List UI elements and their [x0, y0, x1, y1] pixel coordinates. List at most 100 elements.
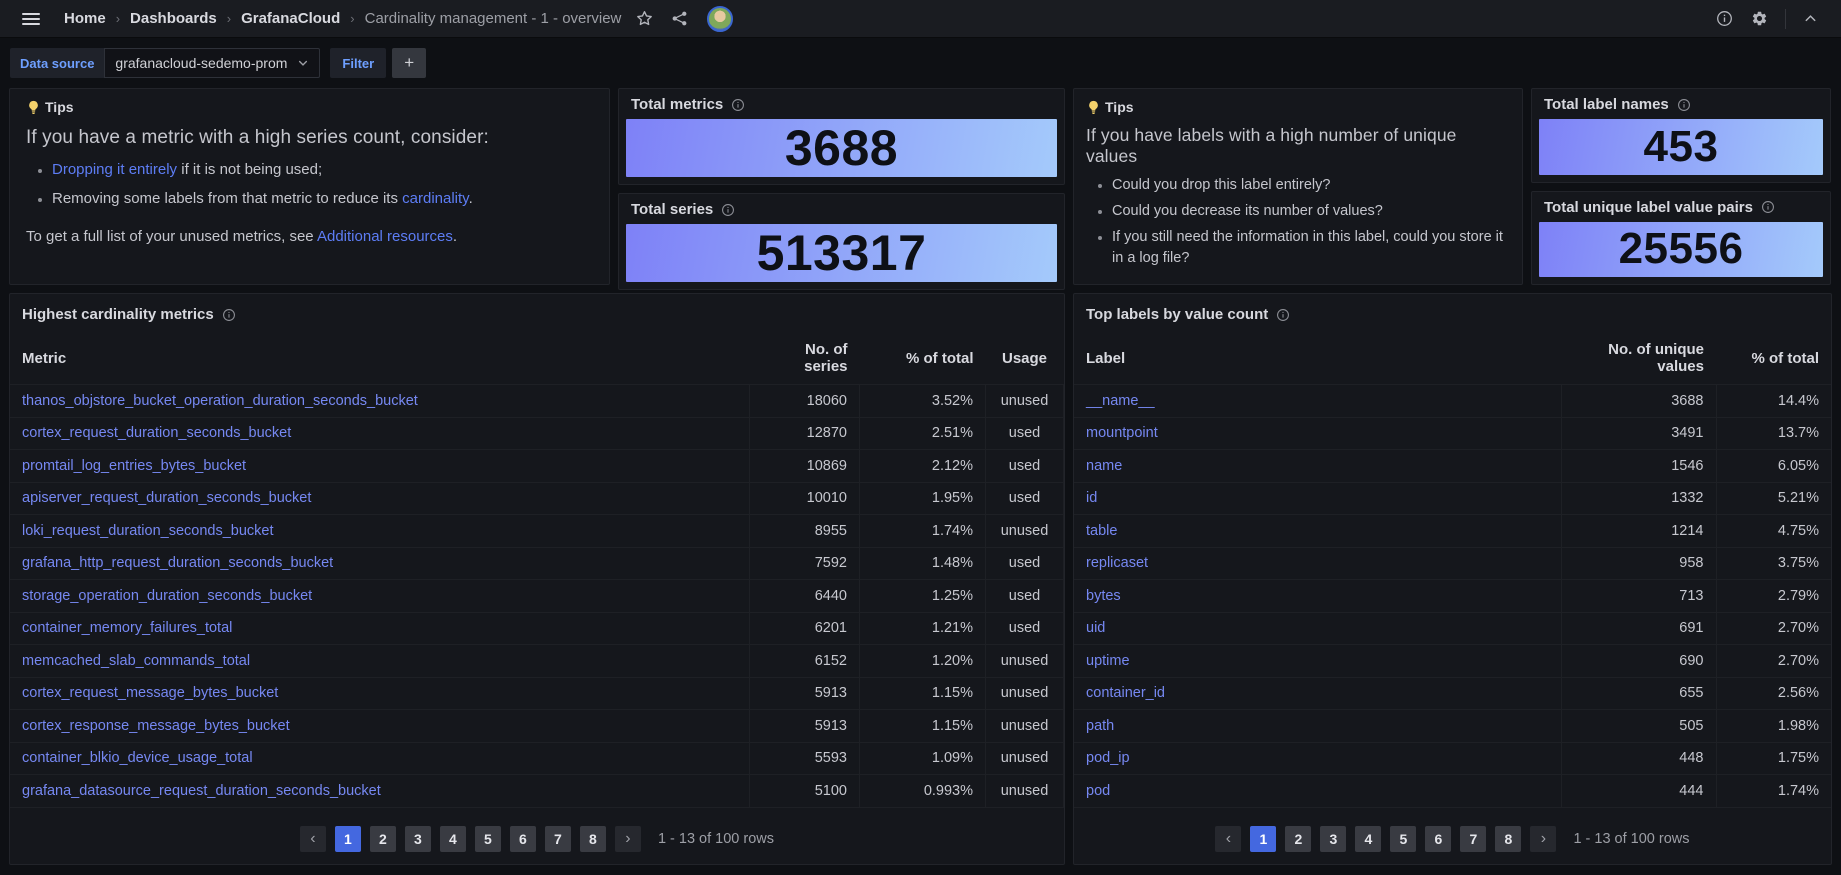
column-header-unique-values: No. of unique values [1608, 341, 1704, 375]
page-button[interactable]: 4 [1355, 826, 1382, 852]
gear-icon [1752, 11, 1767, 26]
page-button[interactable]: 7 [544, 826, 571, 852]
add-filter-button[interactable]: + [392, 48, 427, 78]
metrics-pagination: ‹ 1 2 3 4 5 6 7 8 › 1 - 13 of 100 rows [10, 808, 1064, 852]
divider [1785, 8, 1786, 29]
page-button[interactable]: 6 [1425, 826, 1452, 852]
lightbulb-icon [1089, 100, 1098, 114]
metric-link[interactable]: container_memory_failures_total [22, 620, 233, 637]
datasource-variable-label[interactable]: Data source [10, 48, 105, 78]
metric-link[interactable]: memcached_slab_commands_total [22, 652, 251, 669]
metric-link[interactable]: promtail_log_entries_bytes_bucket [22, 457, 247, 474]
label-link[interactable]: table [1086, 522, 1118, 539]
breadcrumb: Home › Dashboards › GrafanaCloud › Cardi… [60, 8, 625, 29]
page-button[interactable]: 4 [439, 826, 466, 852]
page-button[interactable]: 3 [1320, 826, 1347, 852]
settings-button[interactable] [1744, 5, 1775, 32]
tips-metrics-footer: To get a full list of your unused metric… [26, 227, 458, 245]
label-link[interactable]: uptime [1086, 652, 1130, 669]
metrics-table: Metric No. of series % of total Usage th… [10, 333, 1064, 808]
label-link[interactable]: uid [1086, 620, 1106, 637]
label-link[interactable]: name [1086, 457, 1123, 474]
metric-link[interactable]: cortex_request_message_bytes_bucket [22, 685, 279, 702]
help-button[interactable] [1709, 5, 1740, 32]
tips-metrics-list: Dropping it entirely if it is not being … [26, 159, 593, 210]
metric-link[interactable]: loki_request_duration_seconds_bucket [22, 522, 274, 539]
cardinality-link[interactable]: cardinality [402, 189, 469, 207]
datasource-select[interactable]: grafanacloud-sedemo-prom [104, 48, 321, 78]
page-button[interactable]: 8 [579, 826, 606, 852]
label-link[interactable]: pod_ip [1086, 750, 1130, 767]
page-button[interactable]: 1 [334, 826, 361, 852]
metric-link[interactable]: cortex_request_duration_seconds_bucket [22, 425, 292, 442]
avatar[interactable] [707, 5, 734, 32]
total-metrics-panel: Total metrics 3688 [618, 88, 1065, 185]
panel-info-icon[interactable] [222, 308, 236, 322]
metric-link[interactable]: thanos_objstore_bucket_operation_duratio… [22, 392, 418, 409]
tips-labels-list: Could you drop this label entirely? Coul… [1086, 175, 1510, 269]
tips-labels-panel: Tips If you have labels with a high numb… [1073, 88, 1523, 285]
tips-panel-header: Tips [1086, 99, 1510, 115]
page-button[interactable]: 1 [1250, 826, 1277, 852]
page-next-button[interactable]: › [1530, 826, 1557, 852]
metric-link[interactable]: cortex_response_message_bytes_bucket [22, 717, 290, 734]
panel-info-icon[interactable] [721, 203, 735, 217]
table-row: bytes 713 2.79% [1074, 579, 1831, 613]
label-link[interactable]: path [1086, 717, 1115, 734]
filter-button[interactable]: Filter [330, 48, 387, 78]
label-link[interactable]: pod [1086, 782, 1111, 799]
page-prev-button[interactable]: ‹ [1215, 826, 1242, 852]
column-header-series: No. of series [804, 341, 848, 375]
star-dashboard-button[interactable] [629, 5, 660, 32]
page-button[interactable]: 2 [369, 826, 396, 852]
menu-toggle-button[interactable] [16, 4, 46, 34]
page-button[interactable]: 2 [1285, 826, 1312, 852]
labels-table: Label No. of unique values % of total __… [1074, 333, 1831, 808]
panel-info-icon[interactable] [1677, 98, 1691, 112]
table-row: grafana_datasource_request_duration_seco… [10, 774, 1064, 808]
breadcrumb-home[interactable]: Home [60, 8, 110, 29]
highest-cardinality-metrics-panel: Highest cardinality metrics Metric No. o… [9, 293, 1065, 865]
table-row: promtail_log_entries_bytes_bucket 10869 2.… [10, 449, 1064, 483]
page-button[interactable]: 8 [1495, 826, 1522, 852]
page-button[interactable]: 5 [474, 826, 501, 852]
breadcrumb-dashboards[interactable]: Dashboards [126, 8, 221, 29]
table-row: uptime 690 2.70% [1074, 644, 1831, 678]
column-header-pct: % of total [1751, 349, 1820, 367]
info-icon [1717, 11, 1732, 26]
collapse-topbar-button[interactable] [1796, 6, 1825, 31]
table-row: uid 691 2.70% [1074, 612, 1831, 645]
metric-link[interactable]: grafana_http_request_duration_seconds_bu… [22, 555, 334, 572]
dashboard-controls: Data source grafanacloud-sedemo-prom Fil… [0, 38, 1841, 88]
page-next-button[interactable]: › [614, 826, 641, 852]
panel-info-icon[interactable] [1276, 308, 1290, 322]
label-link[interactable]: container_id [1086, 685, 1165, 702]
metric-link[interactable]: storage_operation_duration_seconds_bucke… [22, 587, 313, 604]
metric-link[interactable]: grafana_datasource_request_duration_seco… [22, 782, 381, 799]
panel-info-icon[interactable] [1761, 200, 1775, 214]
page-button[interactable]: 6 [509, 826, 536, 852]
page-button[interactable]: 5 [1390, 826, 1417, 852]
label-link[interactable]: replicaset [1086, 555, 1149, 572]
table-row: thanos_objstore_bucket_operation_duratio… [10, 384, 1064, 418]
table-row: memcached_slab_commands_total 6152 1.20% un… [10, 644, 1064, 678]
page-button[interactable]: 7 [1460, 826, 1487, 852]
panel-info-icon[interactable] [731, 98, 745, 112]
breadcrumb-folder[interactable]: GrafanaCloud [237, 8, 344, 29]
drop-entirely-link[interactable]: Dropping it entirely [52, 161, 178, 178]
label-link[interactable]: __name__ [1086, 392, 1155, 409]
label-link[interactable]: mountpoint [1086, 425, 1158, 442]
total-unique-pairs-panel: Total unique label value pairs 25556 [1531, 190, 1831, 285]
additional-resources-link[interactable]: Additional resources [316, 227, 453, 245]
labels-table-body: __name__ 3688 14.4% mountpoint 3491 13.7% name… [1074, 384, 1831, 808]
metric-link[interactable]: apiserver_request_duration_seconds_bucke… [22, 490, 312, 507]
page-button[interactable]: 3 [404, 826, 431, 852]
metric-link[interactable]: container_blkio_device_usage_total [22, 750, 253, 767]
label-link[interactable]: bytes [1086, 587, 1121, 604]
page-prev-button[interactable]: ‹ [299, 826, 326, 852]
table-row: cortex_request_duration_seconds_bucket 12… [10, 417, 1064, 450]
table-row: table 1214 4.75% [1074, 514, 1831, 548]
share-dashboard-button[interactable] [664, 5, 695, 32]
label-link[interactable]: id [1086, 490, 1098, 507]
datasource-variable: Data source grafanacloud-sedemo-prom [10, 48, 321, 78]
